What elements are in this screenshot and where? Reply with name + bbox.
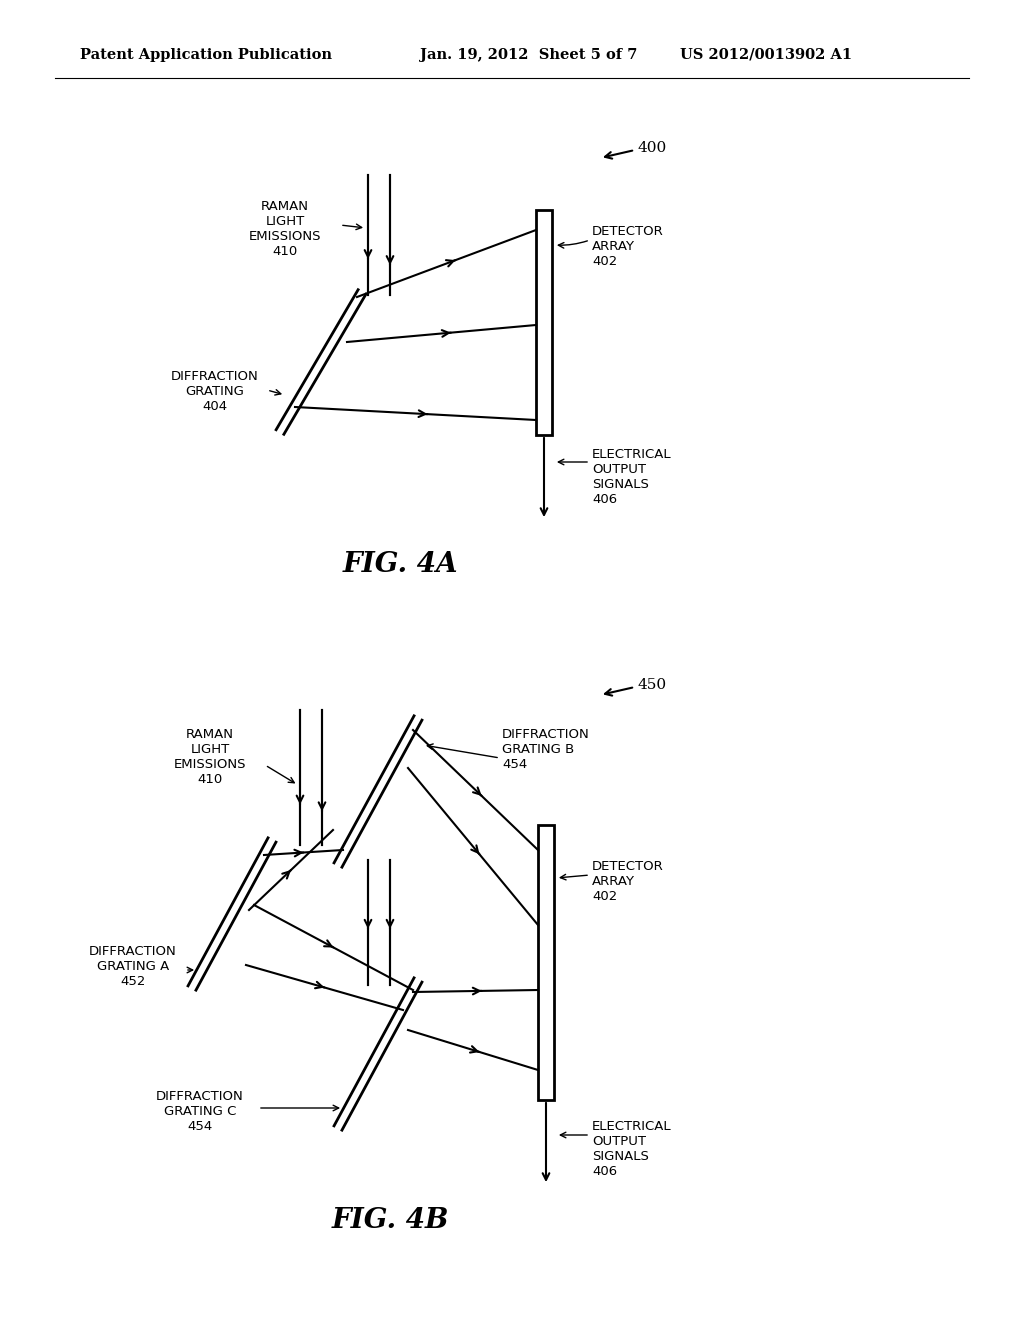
Text: 400: 400	[638, 141, 668, 154]
Text: FIG. 4A: FIG. 4A	[342, 552, 458, 578]
Text: FIG. 4B: FIG. 4B	[331, 1206, 449, 1233]
Text: Patent Application Publication: Patent Application Publication	[80, 48, 332, 62]
Text: Jan. 19, 2012  Sheet 5 of 7: Jan. 19, 2012 Sheet 5 of 7	[420, 48, 637, 62]
Text: DIFFRACTION
GRATING B
454: DIFFRACTION GRATING B 454	[502, 729, 590, 771]
Bar	[536, 210, 552, 436]
Text: RAMAN
LIGHT
EMISSIONS
410: RAMAN LIGHT EMISSIONS 410	[249, 201, 322, 257]
Bar	[538, 825, 554, 1100]
Text: DETECTOR
ARRAY
402: DETECTOR ARRAY 402	[592, 224, 664, 268]
Text: ELECTRICAL
OUTPUT
SIGNALS
406: ELECTRICAL OUTPUT SIGNALS 406	[592, 1119, 672, 1177]
Text: DIFFRACTION
GRATING A
452: DIFFRACTION GRATING A 452	[89, 945, 177, 987]
Text: US 2012/0013902 A1: US 2012/0013902 A1	[680, 48, 852, 62]
Text: DIFFRACTION
GRATING
404: DIFFRACTION GRATING 404	[171, 370, 259, 413]
Text: ELECTRICAL
OUTPUT
SIGNALS
406: ELECTRICAL OUTPUT SIGNALS 406	[592, 447, 672, 506]
Text: DETECTOR
ARRAY
402: DETECTOR ARRAY 402	[592, 861, 664, 903]
Text: RAMAN
LIGHT
EMISSIONS
410: RAMAN LIGHT EMISSIONS 410	[174, 729, 246, 785]
Text: 450: 450	[638, 678, 667, 692]
Text: DIFFRACTION
GRATING C
454: DIFFRACTION GRATING C 454	[156, 1090, 244, 1133]
